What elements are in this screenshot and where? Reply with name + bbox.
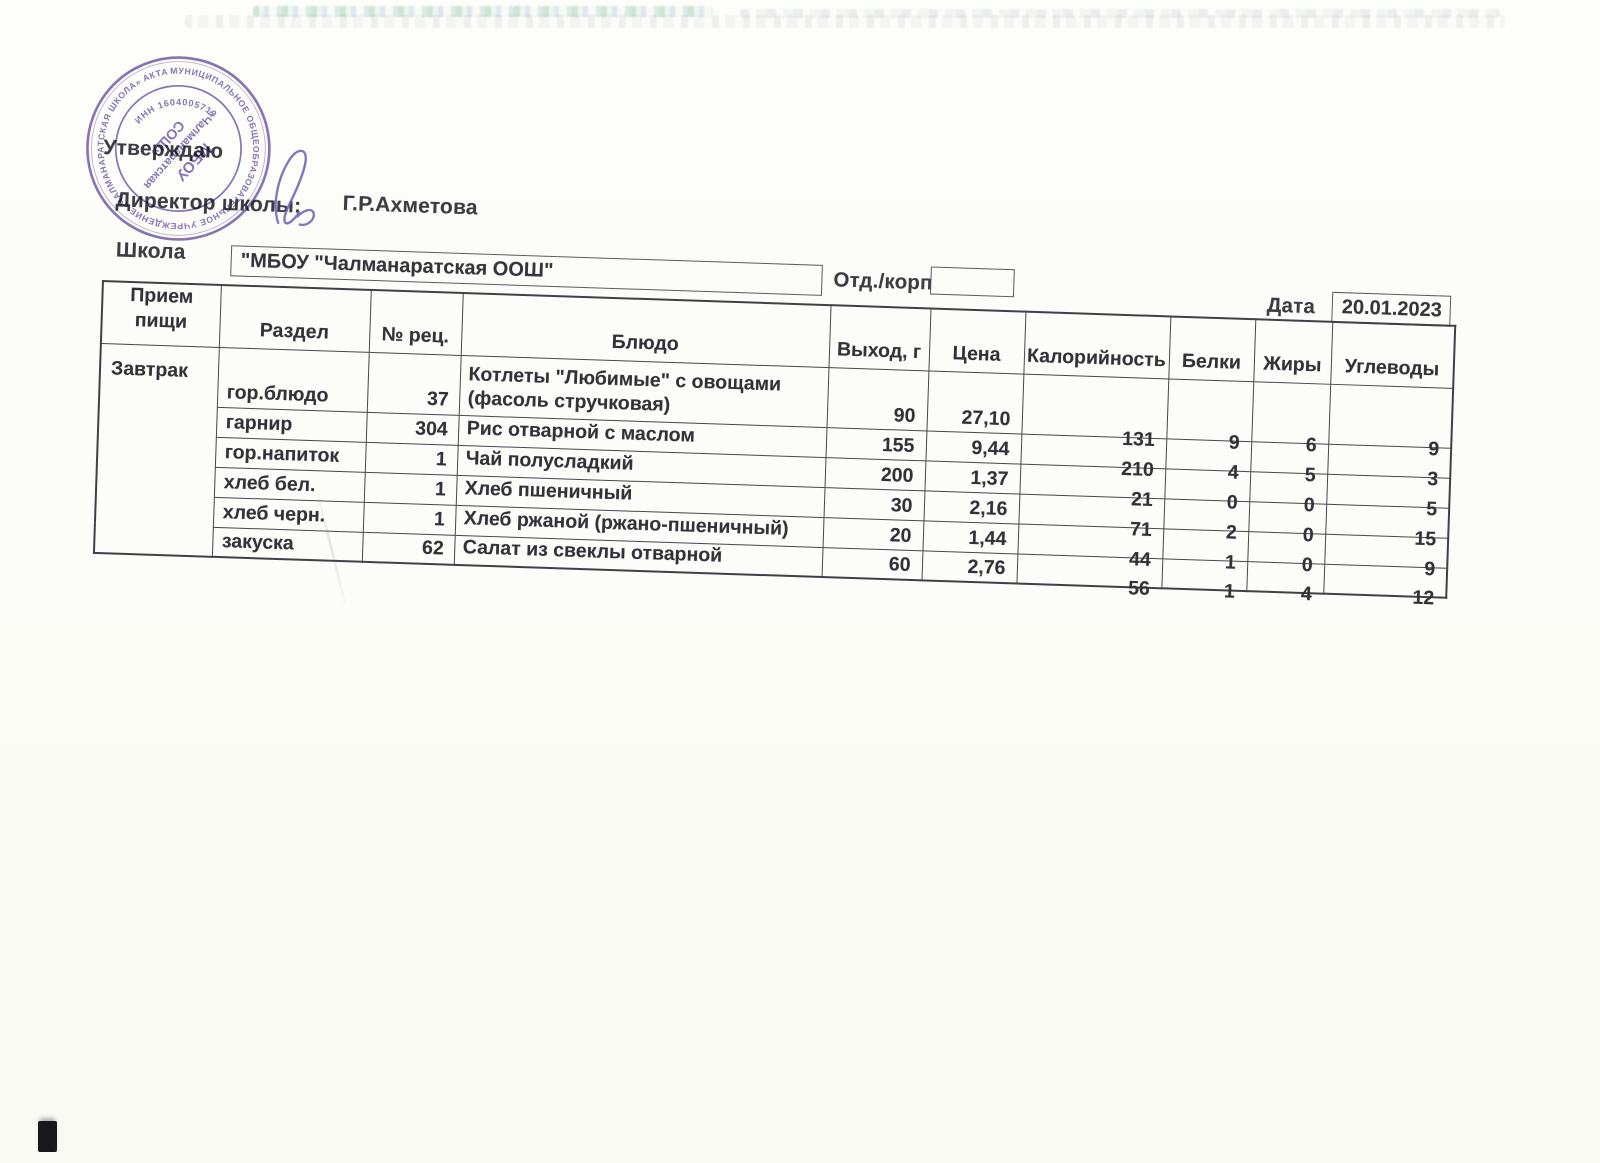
col-header-section: Раздел — [218, 284, 371, 353]
recipe-cell: 37 — [366, 352, 461, 416]
stamp-outer-circle-2 — [91, 61, 266, 236]
price-cell: 1,44 — [922, 520, 1019, 554]
recipe-cell: 304 — [365, 412, 459, 446]
protein-cell: 9 — [1166, 378, 1254, 453]
round-stamp: МУНИЦИПАЛЬНОЕ ОБЩЕОБРАЗОВАТЕЛЬНОЕ УЧРЕЖД… — [73, 43, 271, 241]
carbs-cell: 9 — [1328, 383, 1454, 460]
weight-cell: 90 — [826, 367, 929, 431]
dept-value — [931, 290, 940, 293]
section-cell: хлеб бел. — [213, 467, 365, 502]
signature — [274, 149, 315, 227]
price-cell: 1,37 — [924, 460, 1021, 494]
section-cell: гор.напиток — [214, 437, 366, 473]
section-cell: закуска — [211, 526, 363, 562]
col-header-weight: Выход, г — [828, 305, 931, 371]
price-cell: 27,10 — [926, 370, 1024, 434]
recipe-cell: 1 — [362, 501, 456, 536]
price-cell: 9,44 — [925, 430, 1022, 464]
stamp-outer-circle — [86, 56, 271, 241]
recipe-cell: 1 — [364, 442, 458, 476]
scanner-edge-mark — [38, 1121, 57, 1152]
date-label: Дата — [1266, 293, 1316, 319]
col-header-recipe: № рец. — [368, 289, 463, 356]
weight-cell: 200 — [824, 457, 926, 491]
dept-label: Отд./корп — [833, 268, 934, 295]
section-cell: гор.блюдо — [216, 347, 369, 413]
weight-cell: 30 — [823, 487, 925, 521]
director-name: Г.Р.Ахметова — [342, 191, 479, 220]
price-cell: 2,76 — [921, 550, 1018, 584]
dept-input — [929, 266, 1015, 298]
recipe-cell: 1 — [363, 472, 457, 506]
col-header-price: Цена — [928, 308, 1026, 374]
weight-cell: 155 — [825, 427, 927, 461]
scan-noise-color-2 — [740, 9, 1500, 18]
section-cell: гарнир — [215, 407, 367, 443]
section-cell: хлеб черн. — [212, 497, 364, 532]
recipe-cell: 62 — [361, 531, 455, 566]
weight-cell: 60 — [821, 547, 923, 581]
fat-cell: 6 — [1251, 381, 1331, 456]
price-cell: 2,16 — [923, 490, 1020, 524]
col-header-protein: Белки — [1168, 316, 1256, 382]
col-header-fat: Жиры — [1253, 319, 1333, 384]
col-header-meal: Прием пищи — [100, 281, 221, 348]
kcal-cell: 131 — [1021, 373, 1169, 451]
school-label: Школа — [115, 238, 187, 264]
meal-cell: Завтрак — [93, 343, 219, 557]
col-header-carbs: Углеводы — [1330, 321, 1456, 389]
weight-cell: 20 — [822, 517, 924, 551]
menu-table: Прием пищи Раздел № рец. Блюдо Выход, г … — [92, 280, 1457, 610]
col-header-kcal: Калорийность — [1023, 311, 1171, 379]
school-value: "МБОУ "Чалманаратская ООШ" — [240, 249, 554, 282]
stamp-inner-circle — [114, 84, 242, 212]
